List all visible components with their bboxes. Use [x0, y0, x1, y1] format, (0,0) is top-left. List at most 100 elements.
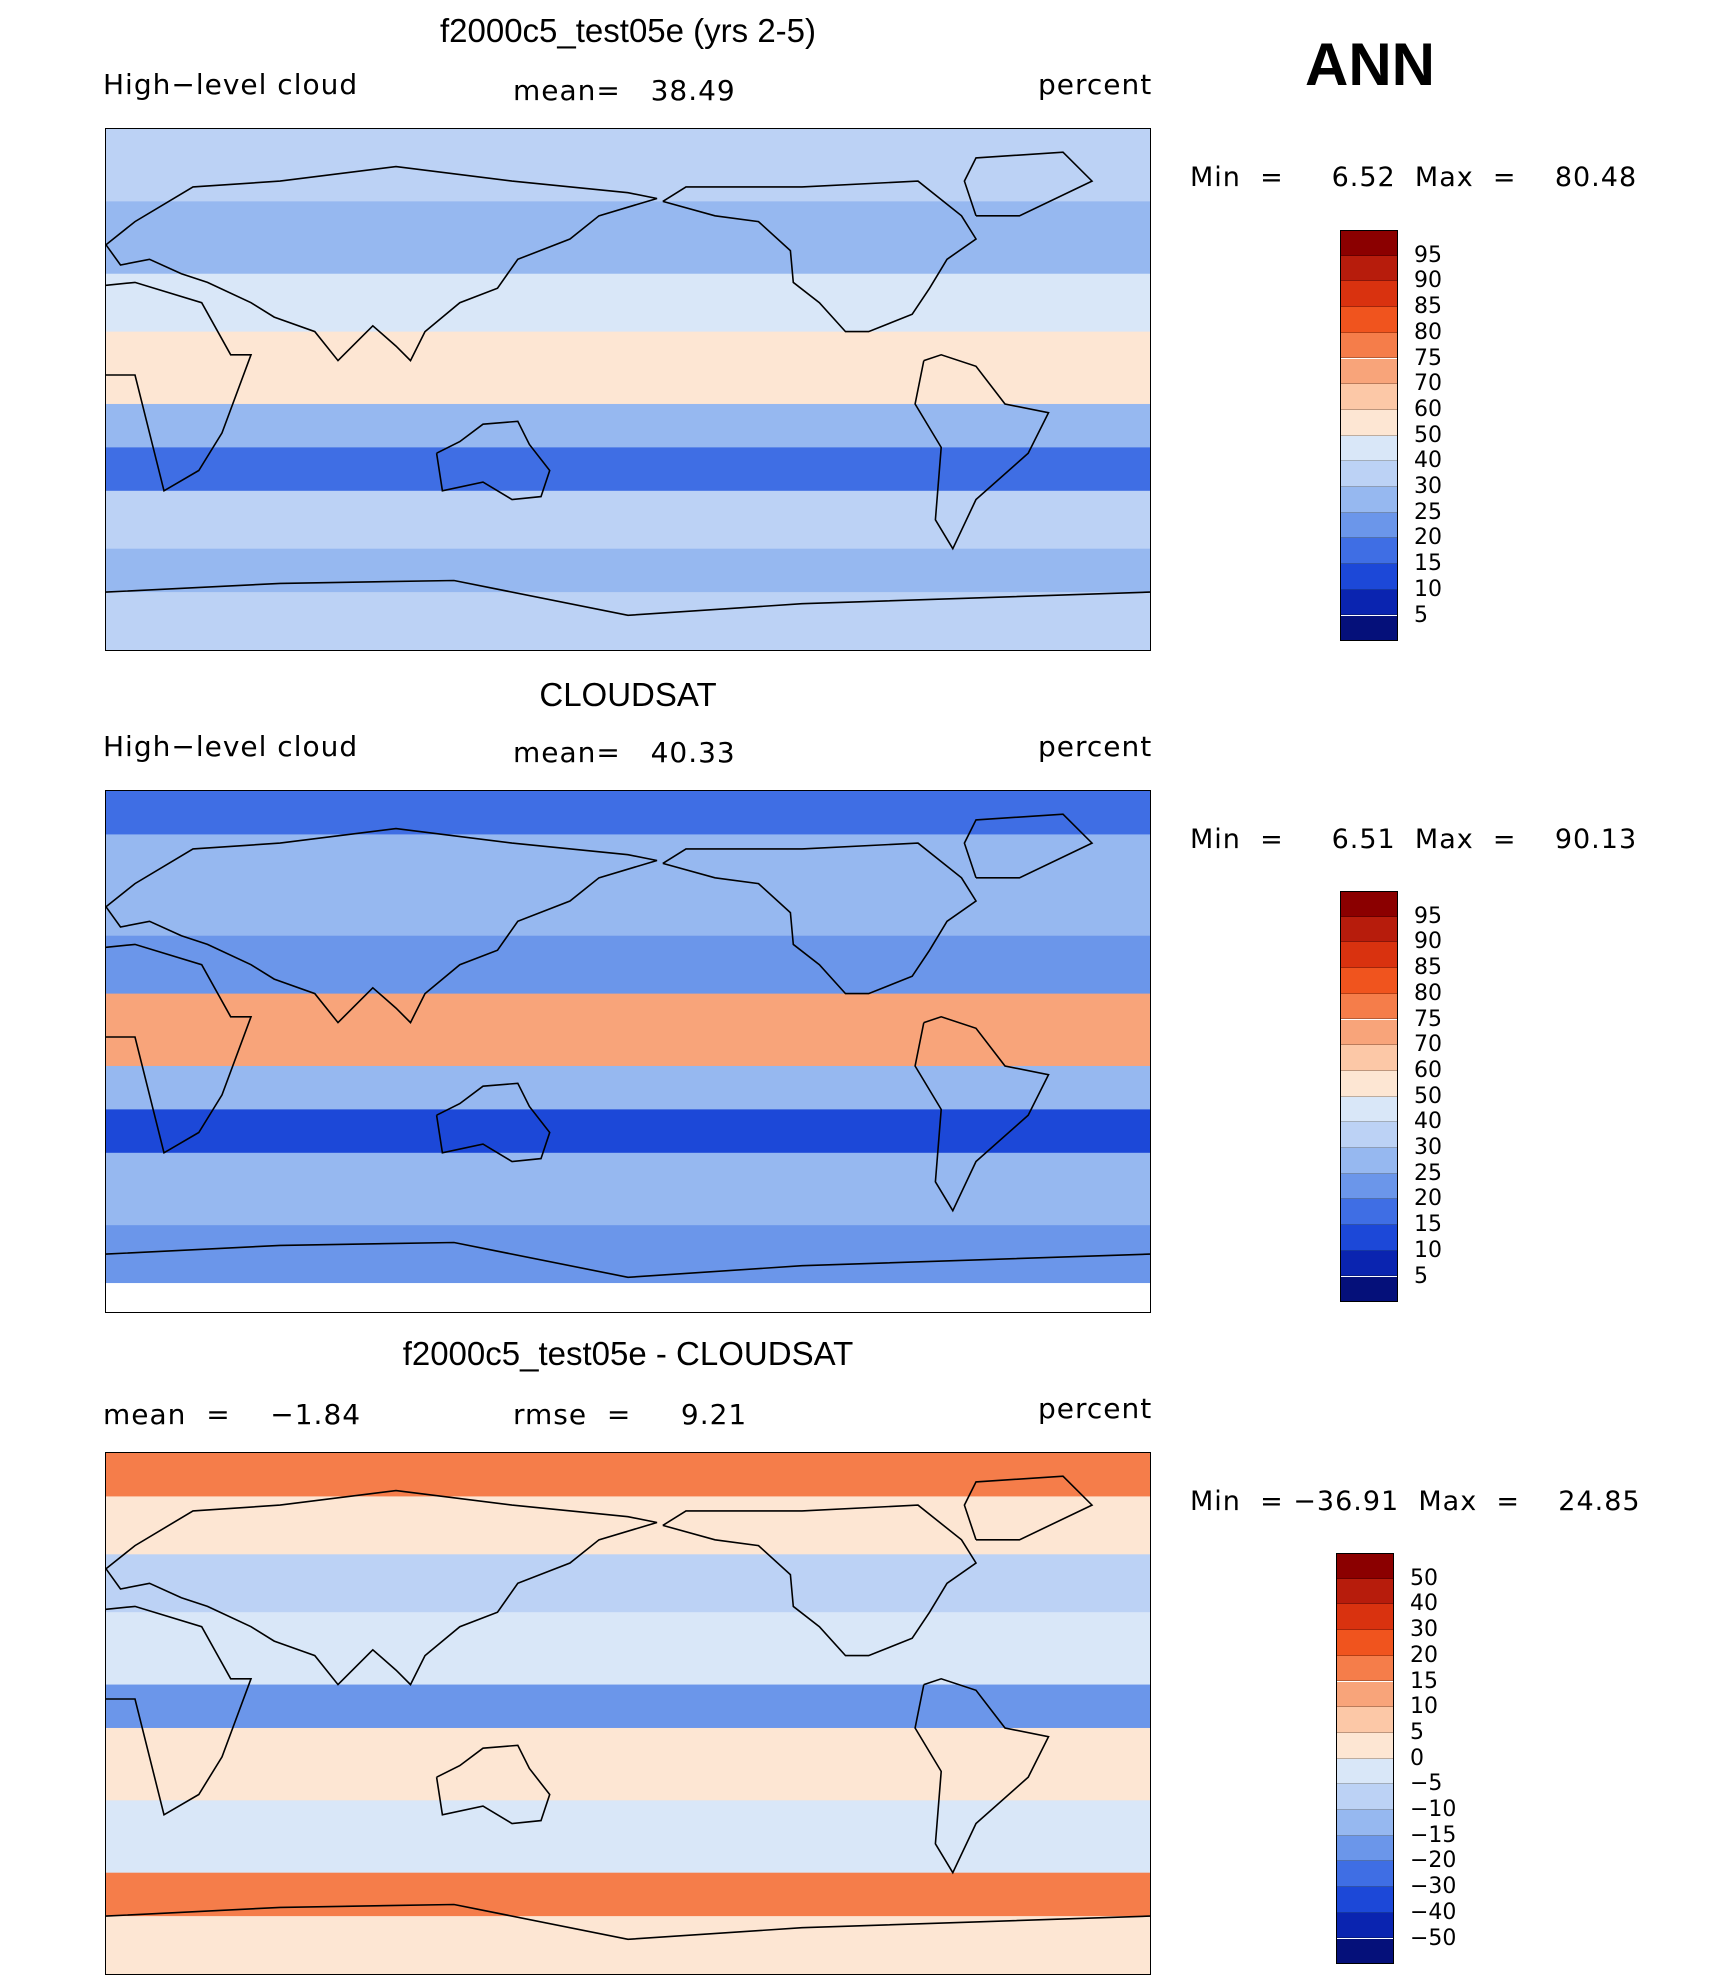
panel-2-title: CLOUDSAT: [539, 676, 717, 713]
coastline: [435, 420, 551, 501]
panel-2-mean-label: mean= 40.33: [513, 736, 736, 769]
colorbar-swatch: [1340, 384, 1398, 410]
colorbar-swatch: [1336, 1578, 1394, 1605]
colorbar-swatch: [1340, 1250, 1398, 1277]
lat-zone: [106, 273, 1150, 333]
coastline: [914, 1015, 1050, 1213]
colorbar-tick-label: 25: [1414, 1160, 1442, 1186]
colorbar-swatch: [1340, 1122, 1398, 1148]
coastline: [662, 842, 978, 995]
lat-zone: [106, 1872, 1150, 1917]
colorbar-tick-label: 30: [1414, 1135, 1442, 1160]
coastline: [914, 1677, 1050, 1875]
lat-zone: [106, 1065, 1150, 1110]
colorbar-swatch: [1336, 1630, 1394, 1656]
coastline: [106, 281, 253, 493]
colorbar-swatch: [1340, 435, 1398, 462]
colorbar-swatch: [1340, 1173, 1398, 1200]
colorbar-swatch: [1340, 358, 1398, 385]
lat-zone: [106, 1109, 1150, 1154]
colorbar-swatch: [1340, 1148, 1398, 1174]
lat-zone: [106, 993, 1150, 1067]
lat-zone: [106, 1225, 1150, 1284]
colorbar-tick-label: 70: [1414, 371, 1442, 397]
colorbar-tick-label: −10: [1410, 1797, 1457, 1822]
colorbar-tick-label: 90: [1414, 268, 1442, 294]
colorbar-swatch: [1340, 564, 1398, 590]
lat-zone: [106, 1496, 1150, 1555]
colorbar-tick-label: 80: [1414, 319, 1442, 345]
lat-zone: [106, 1612, 1150, 1686]
coastline: [963, 151, 1094, 217]
colorbar-swatch: [1336, 1835, 1394, 1862]
colorbar-tick-label: 10: [1414, 576, 1442, 602]
colorbar-swatch: [1336, 1732, 1394, 1759]
panel-3-title: f2000c5_test05e - CLOUDSAT: [402, 1335, 854, 1372]
colorbar-swatch: [1340, 891, 1398, 917]
coastline: [106, 1241, 1150, 1279]
panel-3-colorbar: 50 40 30 20 15 10 5 0 −5 −10 −15 −20 −30 −40 −50: [1336, 1553, 1456, 1965]
map-svg: [106, 129, 1150, 650]
colorbar-tick-label: 85: [1414, 955, 1442, 981]
colorbar-swatch: [1340, 1045, 1398, 1071]
colorbar-frame: [1336, 1553, 1394, 1965]
colorbar-swatch: [1340, 916, 1398, 943]
colorbar-swatch: [1336, 1655, 1394, 1682]
colorbar-swatch: [1336, 1938, 1394, 1965]
colorbar-tick-label: 30: [1414, 474, 1442, 499]
coastline: [914, 353, 1050, 551]
colorbar-tick-label: 95: [1414, 242, 1442, 268]
colorbar-tick-label: 10: [1410, 1694, 1438, 1720]
colorbar-tick-label: 20: [1414, 525, 1442, 551]
coastline: [106, 1605, 253, 1817]
lat-zone: [106, 1916, 1150, 1974]
colorbar-tick-label: 40: [1414, 1109, 1442, 1135]
colorbar-swatch: [1336, 1861, 1394, 1888]
lat-zone: [106, 490, 1150, 550]
colorbar-tick-label: 50: [1410, 1565, 1438, 1591]
colorbar-swatch: [1340, 487, 1398, 513]
panel-3-minmax: Min = −36.91 Max = 24.85: [1190, 1486, 1641, 1517]
panel-2-minmax: Min = 6.51 Max = 90.13: [1190, 824, 1638, 855]
panel-2-colorbar: 95 90 85 80 75 70 60 50 40 30 25 20 15 10 5: [1340, 891, 1442, 1303]
panel-1-title: f2000c5_test05e (yrs 2-5): [439, 12, 817, 49]
colorbar-tick-label: 25: [1414, 499, 1442, 525]
colorbar-tick-label: 80: [1414, 980, 1442, 1006]
panel-3-map: [105, 1452, 1151, 1975]
coastline: [435, 1082, 551, 1163]
map-svg: [106, 791, 1150, 1312]
colorbar-swatch: [1340, 538, 1398, 565]
lat-zone: [106, 548, 1150, 593]
colorbar-tick-label: 5: [1414, 1263, 1428, 1289]
panel-1-mean-label: mean= 38.49: [513, 74, 736, 107]
coastline: [106, 1489, 658, 1686]
coastline: [963, 1475, 1094, 1541]
lat-zone: [106, 331, 1150, 405]
colorbar-swatch: [1340, 461, 1398, 487]
panel-2-units-label: percent: [1038, 730, 1153, 763]
colorbar-tick-label: 20: [1414, 1186, 1442, 1212]
colorbar-swatch: [1340, 942, 1398, 969]
colorbar-swatch: [1340, 230, 1398, 256]
colorbar-tick-label: −5: [1410, 1771, 1443, 1797]
colorbar-tick-label: 15: [1414, 551, 1442, 577]
colorbar-swatch: [1340, 332, 1398, 359]
colorbar-tick-label: 95: [1414, 903, 1442, 929]
coastline: [106, 165, 658, 362]
colorbar-swatch: [1340, 1199, 1398, 1226]
colorbar-swatch: [1336, 1604, 1394, 1631]
lat-zone: [106, 592, 1150, 650]
coastline: [435, 1744, 551, 1825]
colorbar-swatch: [1336, 1681, 1394, 1708]
lat-zone: [106, 129, 1150, 202]
coastline: [106, 943, 253, 1155]
colorbar-tick-label: 15: [1410, 1668, 1438, 1694]
colorbar-tick-label: −15: [1410, 1822, 1457, 1848]
colorbar-tick-label: 5: [1410, 1719, 1424, 1745]
lat-zone: [106, 935, 1150, 995]
panel-3-mean-label: mean = −1.84: [103, 1398, 362, 1431]
colorbar-tick-label: 90: [1414, 929, 1442, 955]
colorbar-frame: [1340, 230, 1398, 642]
colorbar-tick-label: 60: [1414, 1057, 1442, 1083]
colorbar-tick-label: 50: [1414, 422, 1442, 448]
